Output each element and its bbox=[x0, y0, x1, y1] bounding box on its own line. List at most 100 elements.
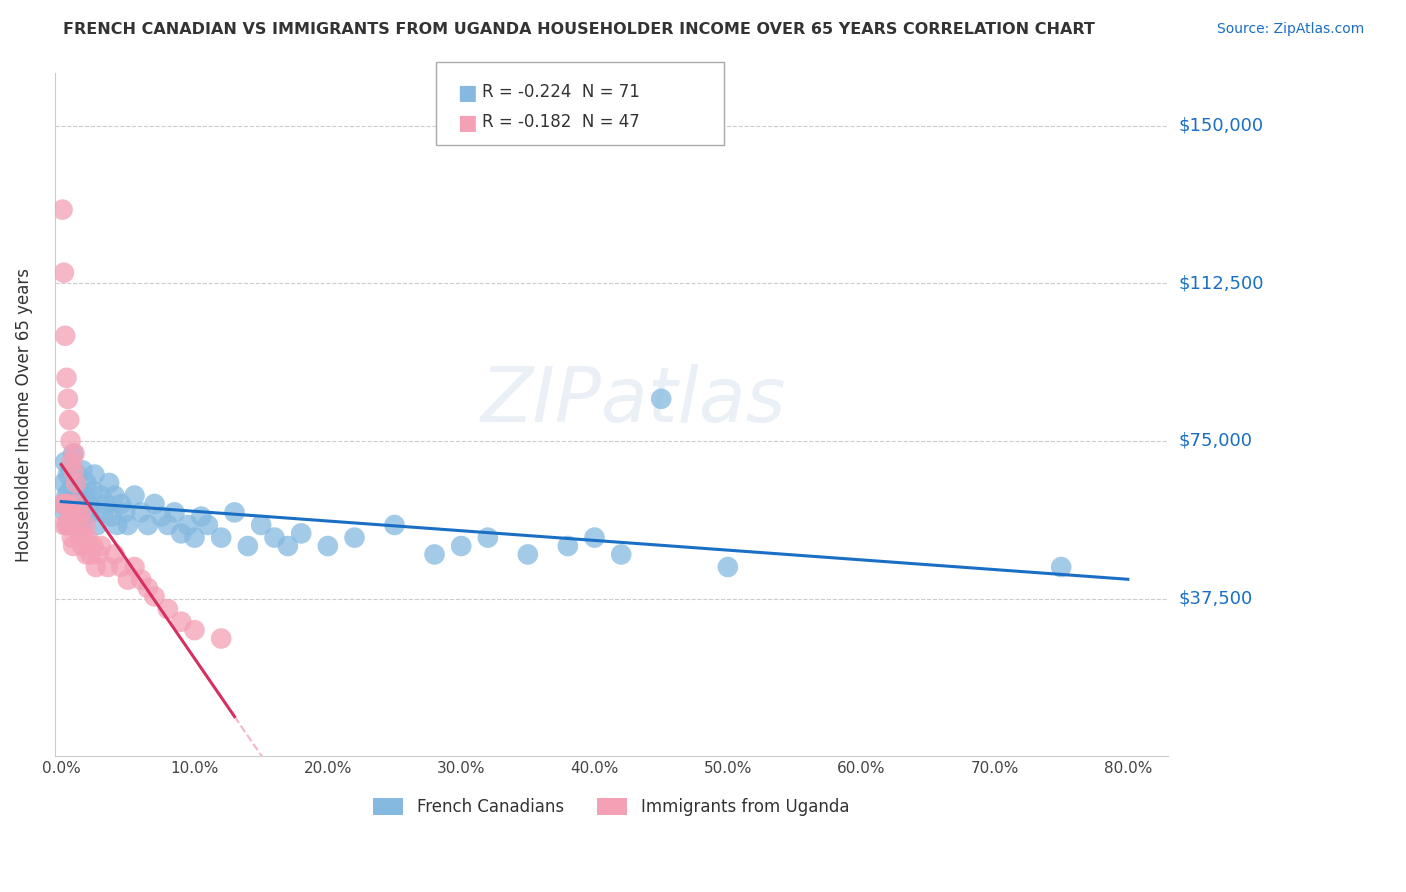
Point bbox=[79, 505, 101, 519]
Point bbox=[170, 526, 193, 541]
Point bbox=[86, 518, 108, 533]
Text: ZIPatlas: ZIPatlas bbox=[481, 364, 786, 438]
Point bbox=[60, 455, 83, 469]
Point bbox=[52, 266, 75, 280]
Text: $75,000: $75,000 bbox=[1180, 432, 1253, 450]
Point bbox=[190, 509, 212, 524]
Point bbox=[58, 484, 80, 499]
Point bbox=[150, 509, 173, 524]
Point bbox=[156, 518, 179, 533]
Text: R = -0.182  N = 47: R = -0.182 N = 47 bbox=[482, 113, 640, 131]
Point bbox=[177, 518, 200, 533]
Text: Source: ZipAtlas.com: Source: ZipAtlas.com bbox=[1216, 22, 1364, 37]
Point bbox=[316, 539, 339, 553]
Point bbox=[124, 560, 146, 574]
Point bbox=[72, 463, 94, 477]
Point bbox=[83, 467, 105, 482]
Point bbox=[72, 539, 94, 553]
Point bbox=[76, 475, 98, 490]
Point bbox=[51, 202, 73, 217]
Point bbox=[477, 531, 499, 545]
Point bbox=[75, 518, 97, 533]
Point bbox=[1050, 560, 1073, 574]
Point bbox=[76, 531, 98, 545]
Point bbox=[124, 489, 146, 503]
Point bbox=[82, 539, 104, 553]
Point bbox=[90, 489, 112, 503]
Point bbox=[76, 497, 98, 511]
Point bbox=[117, 573, 139, 587]
Point bbox=[53, 455, 76, 469]
Point bbox=[67, 497, 90, 511]
Text: FRENCH CANADIAN VS IMMIGRANTS FROM UGANDA HOUSEHOLDER INCOME OVER 65 YEARS CORRE: FRENCH CANADIAN VS IMMIGRANTS FROM UGAND… bbox=[63, 22, 1095, 37]
Point bbox=[59, 505, 82, 519]
Point bbox=[63, 475, 86, 490]
Point bbox=[53, 505, 76, 519]
Point bbox=[62, 446, 84, 460]
Point bbox=[79, 548, 101, 562]
Point bbox=[136, 518, 159, 533]
Point bbox=[114, 505, 136, 519]
Point bbox=[65, 489, 87, 503]
Point bbox=[63, 446, 86, 460]
Text: ■: ■ bbox=[457, 113, 477, 133]
Point bbox=[717, 560, 740, 574]
Point bbox=[56, 518, 79, 533]
Point bbox=[209, 531, 232, 545]
Point bbox=[53, 328, 76, 343]
Point bbox=[93, 505, 115, 519]
Point bbox=[62, 463, 84, 477]
Point bbox=[73, 531, 96, 545]
Point bbox=[84, 560, 107, 574]
Point bbox=[170, 615, 193, 629]
Point bbox=[557, 539, 579, 553]
Point bbox=[423, 548, 446, 562]
Point bbox=[56, 497, 79, 511]
Point bbox=[69, 518, 91, 533]
Point bbox=[250, 518, 273, 533]
Point bbox=[51, 497, 73, 511]
Point bbox=[129, 573, 152, 587]
Point bbox=[236, 539, 259, 553]
Point bbox=[156, 602, 179, 616]
Point bbox=[650, 392, 672, 406]
Point bbox=[450, 539, 472, 553]
Point bbox=[69, 531, 91, 545]
Point bbox=[73, 509, 96, 524]
Point bbox=[76, 548, 98, 562]
Point bbox=[197, 518, 219, 533]
Point bbox=[384, 518, 406, 533]
Point bbox=[96, 497, 118, 511]
Point bbox=[58, 413, 80, 427]
Point bbox=[56, 392, 79, 406]
Point bbox=[103, 489, 125, 503]
Point bbox=[52, 518, 75, 533]
Point bbox=[610, 548, 633, 562]
Point bbox=[62, 539, 84, 553]
Point bbox=[63, 497, 86, 511]
Point bbox=[55, 518, 77, 533]
Point bbox=[183, 623, 205, 637]
Point bbox=[343, 531, 366, 545]
Point bbox=[129, 505, 152, 519]
Point bbox=[63, 505, 86, 519]
Legend: French Canadians, Immigrants from Uganda: French Canadians, Immigrants from Uganda bbox=[367, 791, 856, 823]
Point bbox=[58, 518, 80, 533]
Point bbox=[60, 531, 83, 545]
Point bbox=[66, 505, 89, 519]
Point bbox=[224, 505, 246, 519]
Point bbox=[75, 489, 97, 503]
Point bbox=[52, 475, 75, 490]
Point bbox=[90, 539, 112, 553]
Text: $112,500: $112,500 bbox=[1180, 274, 1264, 293]
Point bbox=[516, 548, 538, 562]
Point bbox=[70, 484, 93, 499]
Point bbox=[103, 548, 125, 562]
Point bbox=[60, 480, 83, 494]
Point bbox=[56, 467, 79, 482]
Point bbox=[66, 467, 89, 482]
Point bbox=[59, 509, 82, 524]
Y-axis label: Householder Income Over 65 years: Householder Income Over 65 years bbox=[15, 268, 32, 562]
Point bbox=[110, 497, 132, 511]
Point bbox=[98, 475, 121, 490]
